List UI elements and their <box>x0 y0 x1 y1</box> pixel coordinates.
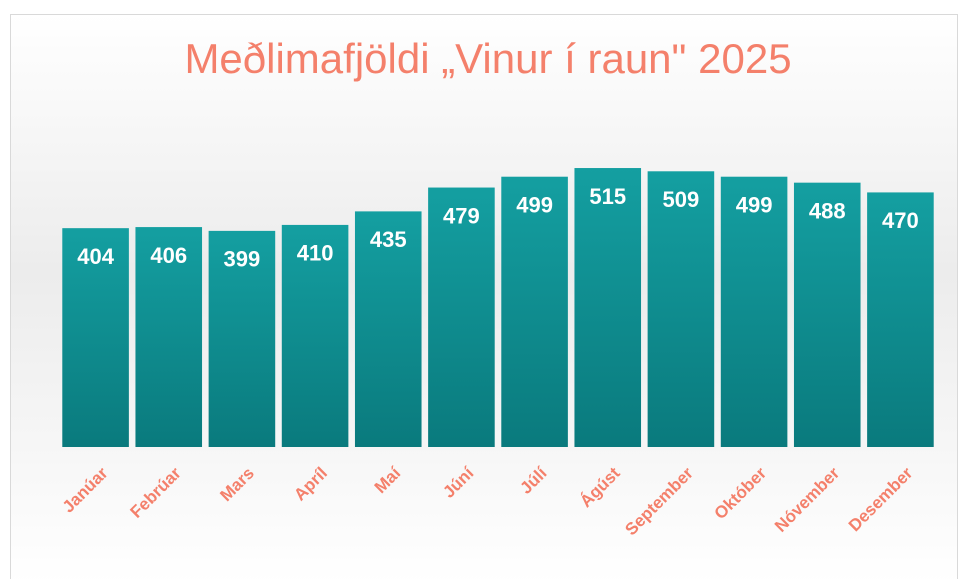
bar <box>720 176 788 448</box>
data-label: 435 <box>370 227 407 252</box>
bar <box>135 227 203 447</box>
data-label: 509 <box>663 187 700 212</box>
data-label: 479 <box>443 203 480 228</box>
bar <box>428 187 495 447</box>
data-label: 488 <box>809 198 846 223</box>
data-label: 515 <box>589 184 626 209</box>
bar <box>281 224 349 447</box>
data-label: 399 <box>224 247 261 272</box>
data-label: 406 <box>150 243 187 268</box>
bar <box>647 171 715 447</box>
data-label: 470 <box>882 208 919 233</box>
bar <box>574 168 642 447</box>
bar <box>501 176 568 448</box>
data-label: 410 <box>297 241 334 266</box>
chart-title: Meðlimafjöldi „Vinur í raun" 2025 <box>184 35 791 82</box>
bar <box>867 192 934 447</box>
data-label: 499 <box>516 193 553 218</box>
bar <box>62 228 129 447</box>
bar <box>793 182 861 447</box>
data-label: 499 <box>736 193 773 218</box>
bar <box>208 230 276 447</box>
bar <box>354 211 422 447</box>
data-label: 404 <box>77 244 114 269</box>
